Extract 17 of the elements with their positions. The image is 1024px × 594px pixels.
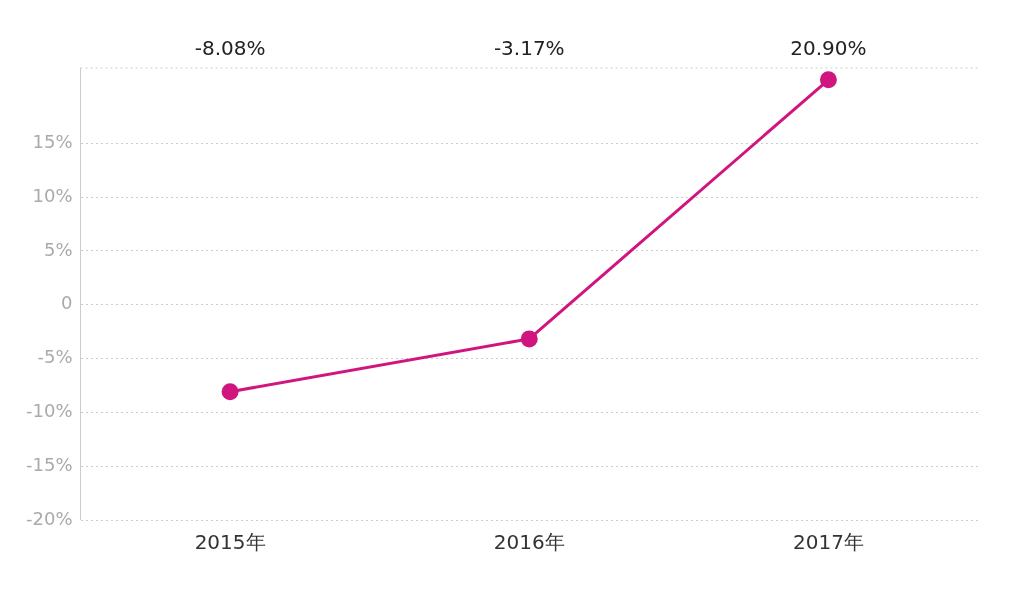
- text: 20.90%: [790, 36, 867, 61]
- point: [221, 383, 239, 401]
- y-tick-label: 0: [61, 292, 73, 314]
- y-tick-label: -20%: [25, 507, 73, 529]
- x-tick-label: 2015年: [194, 530, 266, 555]
- point: [520, 330, 538, 348]
- y-tick-label: 5%: [43, 238, 73, 260]
- y-tick-label: -5%: [37, 346, 73, 368]
- y-tick-label: 15%: [32, 131, 73, 153]
- x-tick-label: 2017年: [792, 530, 864, 555]
- point: [819, 71, 837, 89]
- y-tick-label: -15%: [25, 453, 73, 475]
- text: -8.08%: [194, 36, 266, 61]
- text: -3.17%: [493, 36, 565, 61]
- y-tick-label: 10%: [32, 184, 73, 206]
- x-tick-label: 2016年: [493, 530, 565, 555]
- y-tick-label: -10%: [25, 400, 73, 422]
